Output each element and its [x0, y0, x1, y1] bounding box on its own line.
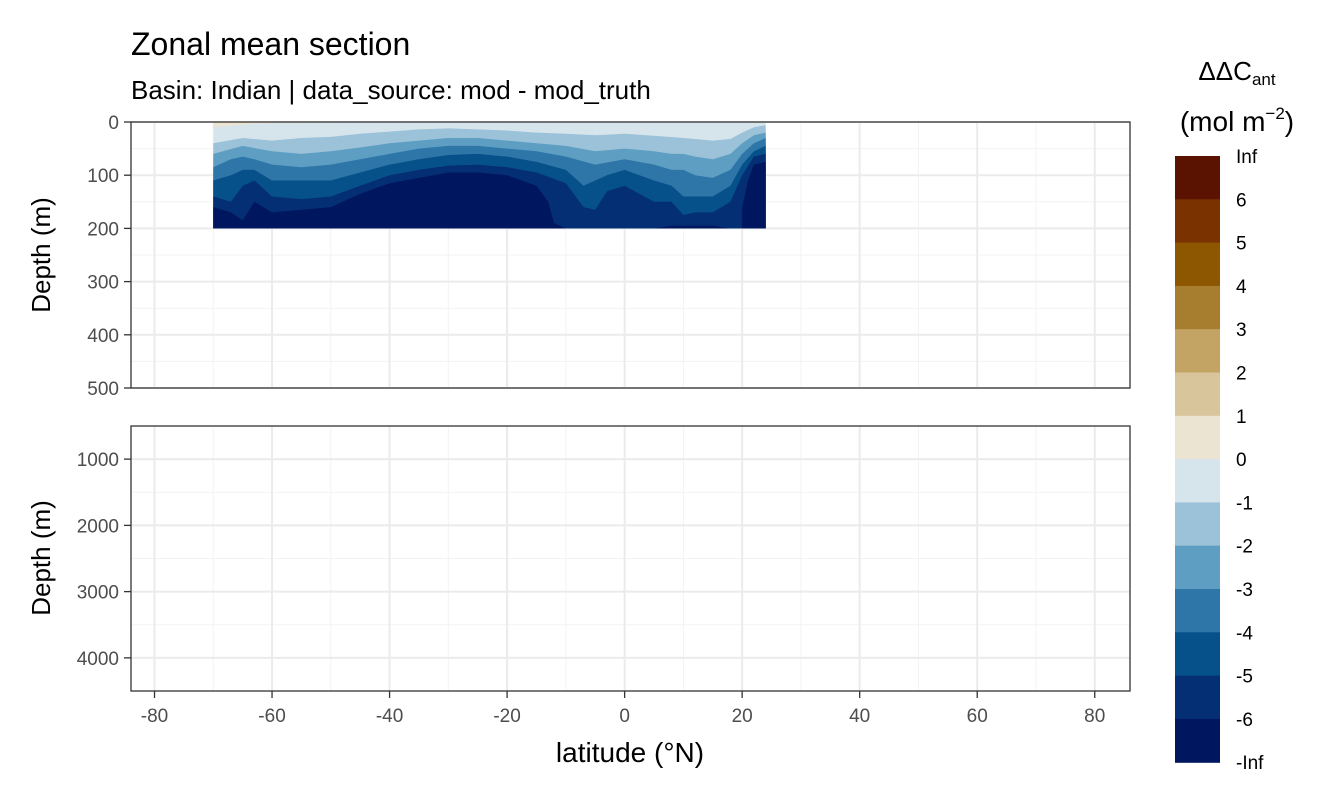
legend-label: -5 — [1236, 667, 1253, 688]
y-tick-label: 200 — [87, 219, 119, 240]
legend-swatch — [1175, 285, 1220, 330]
x-tick-label: -40 — [376, 706, 403, 727]
x-tick-label: 0 — [619, 706, 630, 727]
legend-title-main: ΔΔC — [1198, 56, 1252, 86]
legend-title: ΔΔCant — [1198, 56, 1275, 89]
legend-units-superscript: −2 — [1265, 104, 1284, 123]
legend-swatch — [1175, 589, 1220, 633]
y-axis-upper: 0 100 200 300 400 500 — [87, 113, 131, 400]
panel-upper: 0 100 200 300 400 500 Depth (m) — [26, 113, 1131, 400]
y-tick-label: 400 — [87, 326, 119, 347]
legend-label: -2 — [1236, 537, 1253, 558]
concentration-field — [213, 122, 766, 229]
y-tick-label: 0 — [108, 113, 119, 134]
legend-label: 3 — [1236, 320, 1247, 341]
y-tick-label: 500 — [87, 379, 119, 400]
chart-title: Zonal mean section — [131, 26, 410, 62]
legend-swatch — [1175, 329, 1220, 374]
legend-swatch — [1175, 632, 1220, 677]
chart-subtitle: Basin: Indian | data_source: mod - mod_t… — [131, 75, 651, 105]
x-tick-label: -60 — [258, 706, 285, 727]
x-tick-label: 60 — [967, 706, 988, 727]
legend-label: 1 — [1236, 407, 1247, 428]
legend-label: -1 — [1236, 493, 1253, 514]
legend-swatch — [1175, 718, 1220, 763]
x-tick-label: 20 — [732, 706, 753, 727]
legend-swatch — [1175, 372, 1220, 417]
y-tick-label: 300 — [87, 273, 119, 294]
legend-swatch — [1175, 545, 1220, 590]
legend-units-main: (mol m — [1180, 106, 1266, 137]
panel-upper-border — [130, 121, 1131, 389]
legend-label: 6 — [1236, 190, 1247, 211]
legend-units: (mol m−2) — [1180, 104, 1294, 137]
legend-label: 0 — [1236, 450, 1247, 471]
legend-swatch — [1175, 675, 1220, 720]
legend-label: 2 — [1236, 364, 1247, 385]
legend-units-close: ) — [1285, 106, 1294, 137]
y-tick-label: 3000 — [77, 583, 119, 604]
x-tick-label: 40 — [849, 706, 870, 727]
legend-label: 4 — [1236, 277, 1247, 298]
legend-swatch — [1175, 459, 1220, 503]
legend-label: -3 — [1236, 580, 1253, 601]
panel-lower-border — [130, 425, 1131, 692]
y-tick-label: 4000 — [77, 649, 119, 670]
x-axis-title: latitude (°N) — [556, 737, 704, 768]
legend-label: Inf — [1236, 147, 1258, 168]
legend-swatch — [1175, 502, 1220, 547]
y-axis-title-upper: Depth (m) — [26, 197, 56, 313]
y-axis-title-lower: Depth (m) — [26, 500, 56, 616]
y-tick-label: 2000 — [77, 516, 119, 537]
legend-labels: Inf 6 5 4 3 2 1 0 -1 -2 -3 -4 -5 -6 -Inf — [1236, 147, 1264, 774]
legend-swatch — [1175, 242, 1220, 287]
legend-title-subscript: ant — [1252, 70, 1276, 89]
legend-swatches — [1175, 156, 1220, 763]
legend-swatch — [1175, 415, 1220, 460]
legend-label: 5 — [1236, 234, 1247, 255]
grid-lower — [131, 426, 1130, 691]
x-tick-label: -80 — [141, 706, 168, 727]
legend-label: -Inf — [1236, 753, 1264, 774]
x-axis: -80 -60 -40 -20 0 20 40 60 80 — [141, 691, 1105, 727]
y-tick-label: 1000 — [77, 450, 119, 471]
legend-swatch — [1175, 156, 1220, 200]
contour-band — [213, 161, 766, 229]
legend: ΔΔCant (mol m−2) Inf 6 5 4 3 2 1 0 -1 -2 -3 -4 -5 -6 -… — [1175, 56, 1294, 774]
panel-lower: 1000 2000 3000 4000 Depth (m) — [26, 425, 1131, 692]
x-tick-label: -20 — [493, 706, 520, 727]
legend-label: -4 — [1236, 623, 1253, 644]
legend-label: -6 — [1236, 710, 1253, 731]
y-tick-label: 100 — [87, 166, 119, 187]
legend-swatch — [1175, 199, 1220, 244]
y-axis-lower: 1000 2000 3000 4000 — [77, 450, 131, 670]
x-tick-label: 80 — [1084, 706, 1105, 727]
